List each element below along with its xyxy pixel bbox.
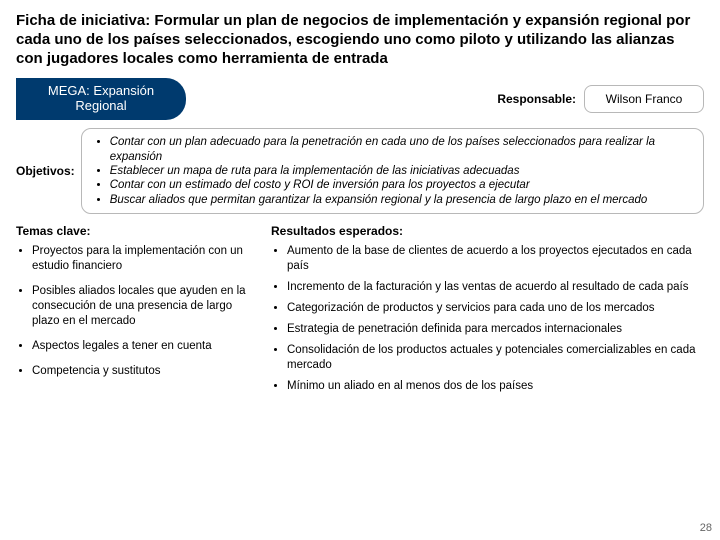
responsable-block: Responsable: Wilson Franco xyxy=(497,78,704,120)
temas-item: Proyectos para la implementación con un … xyxy=(32,244,251,274)
objetivos-item: Buscar aliados que permitan garantizar l… xyxy=(110,193,693,207)
resultados-item: Consolidación de los productos actuales … xyxy=(287,343,704,373)
responsable-value: Wilson Franco xyxy=(584,85,704,113)
resultados-list: Aumento de la base de clientes de acuerd… xyxy=(271,244,704,394)
resultados-column: Resultados esperados: Aumento de la base… xyxy=(271,224,704,400)
mega-line1: MEGA: Expansión xyxy=(34,84,168,99)
temas-list: Proyectos para la implementación con un … xyxy=(16,244,251,379)
resultados-header: Resultados esperados: xyxy=(271,224,704,238)
spacer xyxy=(186,78,497,120)
responsable-label: Responsable: xyxy=(497,92,576,106)
resultados-item: Estrategia de penetración definida para … xyxy=(287,322,704,337)
objetivos-list: Contar con un plan adecuado para la pene… xyxy=(92,135,693,207)
columns: Temas clave: Proyectos para la implement… xyxy=(16,224,704,400)
temas-item: Competencia y sustitutos xyxy=(32,364,251,379)
resultados-item: Aumento de la base de clientes de acuerd… xyxy=(287,244,704,274)
mega-tab: MEGA: Expansión Regional xyxy=(16,78,186,120)
page-title: Ficha de iniciativa: Formular un plan de… xyxy=(16,12,704,68)
resultados-item: Mínimo un aliado en al menos dos de los … xyxy=(287,379,704,394)
header-row: MEGA: Expansión Regional Responsable: Wi… xyxy=(16,78,704,120)
temas-column: Temas clave: Proyectos para la implement… xyxy=(16,224,251,400)
temas-item: Posibles aliados locales que ayuden en l… xyxy=(32,284,251,329)
objetivos-item: Contar con un plan adecuado para la pene… xyxy=(110,135,693,164)
temas-item: Aspectos legales a tener en cuenta xyxy=(32,339,251,354)
objetivos-item: Establecer un mapa de ruta para la imple… xyxy=(110,164,693,178)
page-number: 28 xyxy=(700,522,712,534)
resultados-item: Categorización de productos y servicios … xyxy=(287,301,704,316)
objetivos-box: Contar con un plan adecuado para la pene… xyxy=(81,128,704,214)
mega-line2: Regional xyxy=(34,99,168,114)
objetivos-section: Objetivos: Contar con un plan adecuado p… xyxy=(16,128,704,214)
objetivos-label: Objetivos: xyxy=(16,128,81,214)
temas-header: Temas clave: xyxy=(16,224,251,238)
resultados-item: Incremento de la facturación y las venta… xyxy=(287,280,704,295)
objetivos-item: Contar con un estimado del costo y ROI d… xyxy=(110,178,693,192)
